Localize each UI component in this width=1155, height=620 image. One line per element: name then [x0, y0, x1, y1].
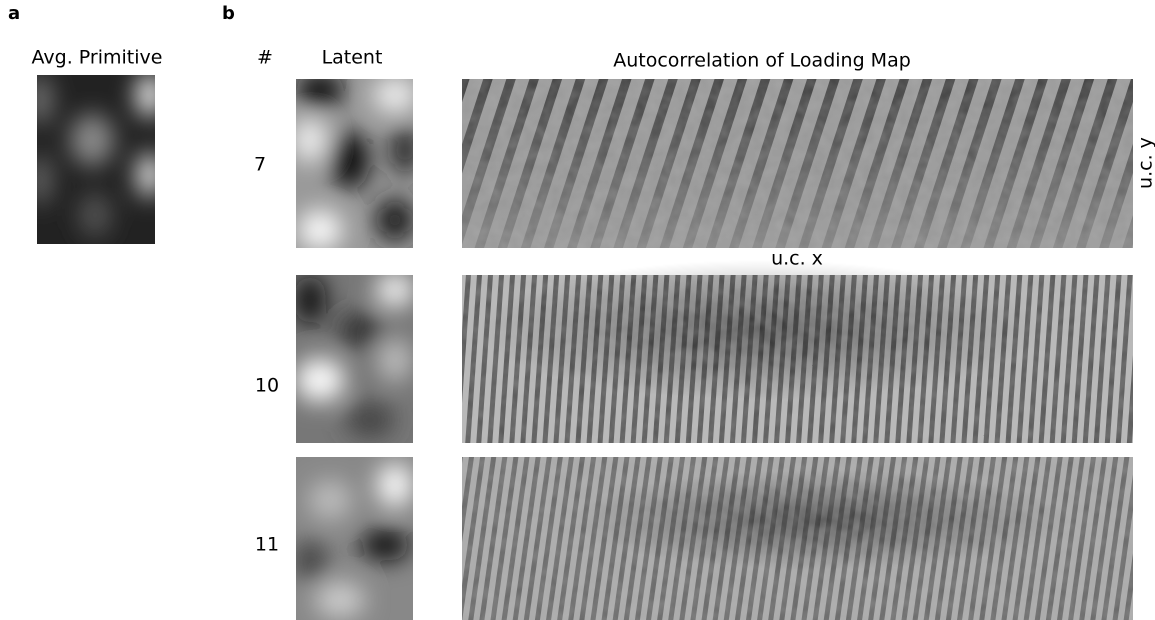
- axis-label: u.c. y: [1135, 137, 1155, 189]
- column-header: Autocorrelation of Loading Map: [613, 50, 911, 72]
- autocorrelation-image: [462, 79, 1133, 248]
- column-header: #: [257, 47, 273, 69]
- figure: a Avg. Primitive b # Latent Autocorrelat…: [0, 0, 1155, 620]
- primitive-image: [28, 73, 164, 244]
- panel-label: a: [8, 3, 20, 24]
- row-index: 11: [255, 534, 279, 556]
- latent-image: [294, 272, 415, 443]
- row-index: 7: [254, 154, 266, 176]
- autocorrelation-image: [462, 457, 1133, 620]
- row-index: 10: [255, 375, 279, 397]
- column-header: Latent: [322, 47, 383, 69]
- latent-image: [292, 457, 413, 620]
- latent-image: [292, 72, 419, 250]
- axis-label: u.c. x: [771, 248, 823, 270]
- panel-label: b: [222, 3, 235, 24]
- autocorrelation-image: [462, 260, 1133, 443]
- panel-title: Avg. Primitive: [32, 47, 163, 69]
